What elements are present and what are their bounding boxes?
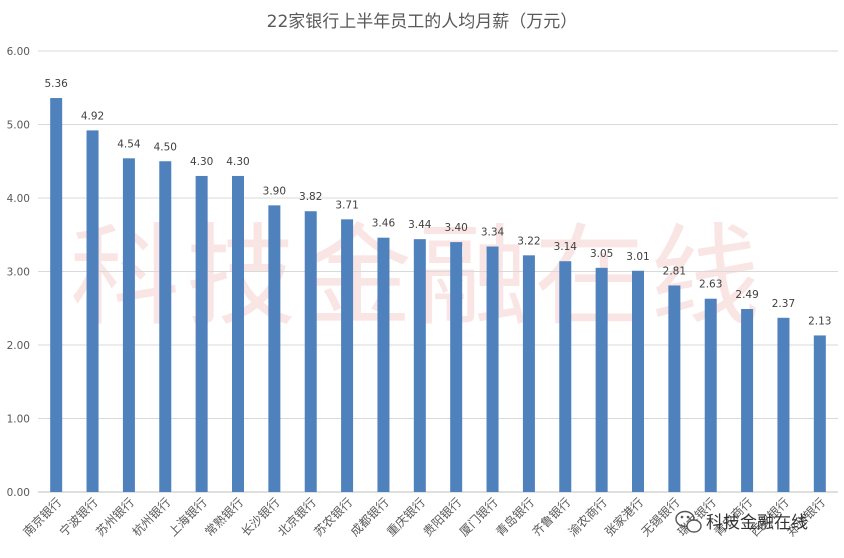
y-tick-label: 2.00 — [7, 340, 30, 352]
data-label: 3.44 — [408, 219, 432, 231]
y-axis-ticks: 0.00 1.00 2.00 3.00 4.00 5.00 6.00 — [7, 46, 30, 499]
data-label: 2.13 — [808, 315, 831, 327]
bar — [741, 308, 754, 492]
wechat-icon — [675, 510, 702, 533]
bar — [522, 255, 535, 492]
category-label: 北京银行 — [275, 495, 319, 539]
bar — [50, 98, 63, 492]
bar — [86, 130, 99, 492]
data-label: 2.63 — [699, 279, 722, 291]
bar — [668, 285, 681, 492]
bar — [777, 317, 790, 492]
category-label: 宁波银行 — [56, 495, 101, 540]
data-label: 3.22 — [517, 235, 540, 247]
bar — [377, 237, 390, 492]
y-tick-label: 0.00 — [7, 487, 30, 499]
category-label: 贵阳银行 — [420, 495, 464, 539]
data-label: 2.49 — [735, 289, 758, 301]
bar — [122, 158, 135, 492]
bar — [195, 175, 208, 492]
bar — [413, 239, 426, 492]
data-label: 4.50 — [154, 141, 177, 153]
y-tick-label: 5.00 — [7, 120, 30, 132]
category-label: 渝农商行 — [565, 495, 610, 540]
data-label: 3.14 — [554, 241, 578, 253]
bar — [704, 298, 717, 492]
bar — [341, 219, 354, 492]
data-label: 4.30 — [190, 156, 213, 168]
bar — [268, 205, 281, 492]
category-label: 上海银行 — [165, 495, 210, 540]
data-label: 4.30 — [226, 156, 249, 168]
data-label: 3.40 — [444, 222, 467, 234]
bar — [595, 267, 608, 492]
data-label: 3.82 — [299, 191, 322, 203]
category-label: 苏农银行 — [311, 495, 355, 539]
data-label: 4.92 — [81, 110, 104, 122]
data-label: 3.46 — [372, 218, 396, 230]
gridlines — [38, 50, 838, 493]
category-label: 常熟银行 — [202, 495, 247, 540]
category-label: 重庆银行 — [384, 495, 428, 539]
category-label: 青岛银行 — [492, 495, 537, 540]
y-tick-label: 3.00 — [7, 267, 30, 279]
bar — [632, 270, 644, 492]
category-label: 厦门银行 — [456, 495, 501, 540]
data-label: 3.34 — [481, 227, 505, 239]
category-label: 长沙银行 — [239, 495, 283, 539]
category-label: 杭州银行 — [129, 495, 174, 540]
data-label: 3.01 — [626, 251, 649, 263]
chart-title: 22家银行上半年员工的人均月薪（万元） — [267, 12, 578, 32]
category-label: 齐鲁银行 — [529, 495, 574, 540]
category-label: 南京银行 — [20, 495, 65, 540]
y-tick-label: 1.00 — [7, 414, 30, 426]
logo: 科技金融在线 — [675, 510, 808, 533]
bar — [450, 242, 463, 492]
data-label: 2.81 — [663, 265, 686, 277]
data-labels: 5.36 4.92 4.54 4.50 4.30 4.30 3.90 3.82 3.71 3.46… — [44, 78, 831, 327]
data-label: 3.71 — [335, 199, 358, 211]
bar — [813, 335, 826, 492]
data-label: 3.90 — [263, 185, 286, 197]
bar — [232, 175, 244, 492]
bar — [159, 161, 172, 492]
y-tick-label: 4.00 — [7, 193, 30, 205]
bar — [486, 246, 499, 492]
bars — [50, 98, 826, 493]
logo-text: 科技金融在线 — [706, 513, 808, 533]
bar — [559, 261, 572, 492]
data-label: 5.36 — [44, 78, 68, 90]
data-label: 4.54 — [117, 138, 141, 150]
category-label: 苏州银行 — [93, 495, 137, 539]
data-label: 2.37 — [772, 298, 795, 310]
y-tick-label: 6.00 — [7, 46, 30, 58]
category-label: 张家港行 — [602, 495, 647, 540]
bar — [304, 211, 317, 493]
category-label: 成都银行 — [348, 495, 392, 539]
data-label: 3.05 — [590, 248, 613, 260]
